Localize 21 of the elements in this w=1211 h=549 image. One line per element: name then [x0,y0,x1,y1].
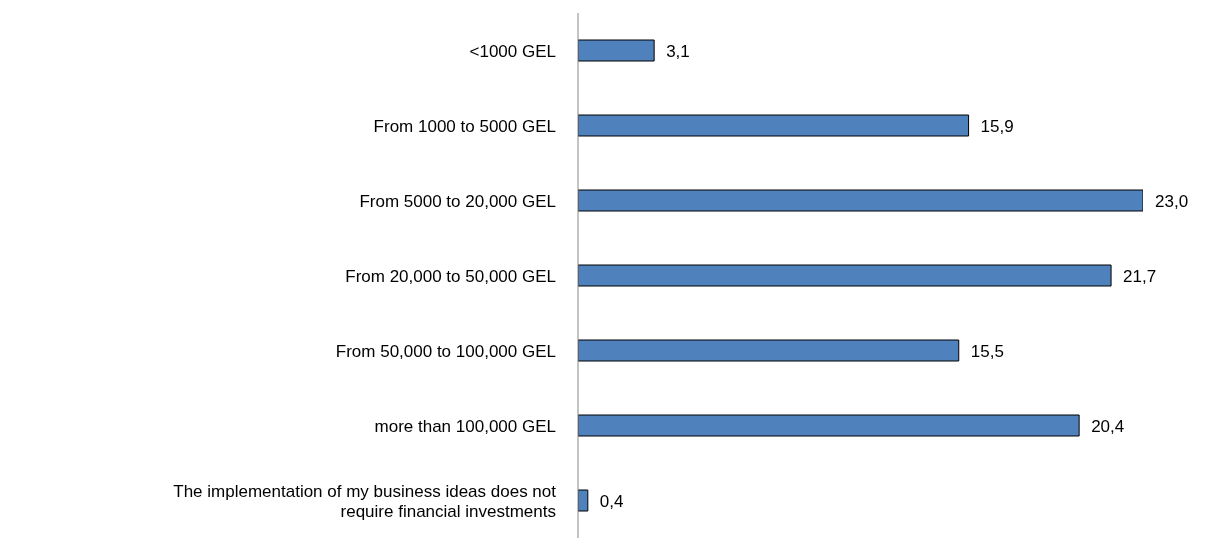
y-tick-label: The implementation of my business ideas does not require financial investments [173,481,557,520]
bar [578,339,960,362]
y-tick-label: From 20,000 to 50,000 GEL [345,266,556,285]
y-tick-label: From 50,000 to 100,000 GEL [335,341,556,360]
bar [578,414,1080,437]
y-tick-label: From 1000 to 5000 GEL [373,116,556,135]
bar [578,264,1112,287]
data-label: 15,9 [980,116,1014,136]
bar [578,39,655,62]
bar [578,489,589,512]
y-tick-label: <1000 GEL [469,41,556,60]
bar [578,114,970,137]
data-label: 0,4 [599,491,624,511]
bar [578,189,1143,212]
data-label: 3,1 [666,41,690,61]
data-label: 15,5 [970,341,1004,361]
y-tick-label: more than 100,000 GEL [374,416,556,435]
data-label: 23,0 [1155,191,1189,211]
data-label: 21,7 [1123,266,1157,286]
y-tick-label: From 5000 to 20,000 GEL [359,191,556,210]
data-label: 20,4 [1091,416,1125,436]
